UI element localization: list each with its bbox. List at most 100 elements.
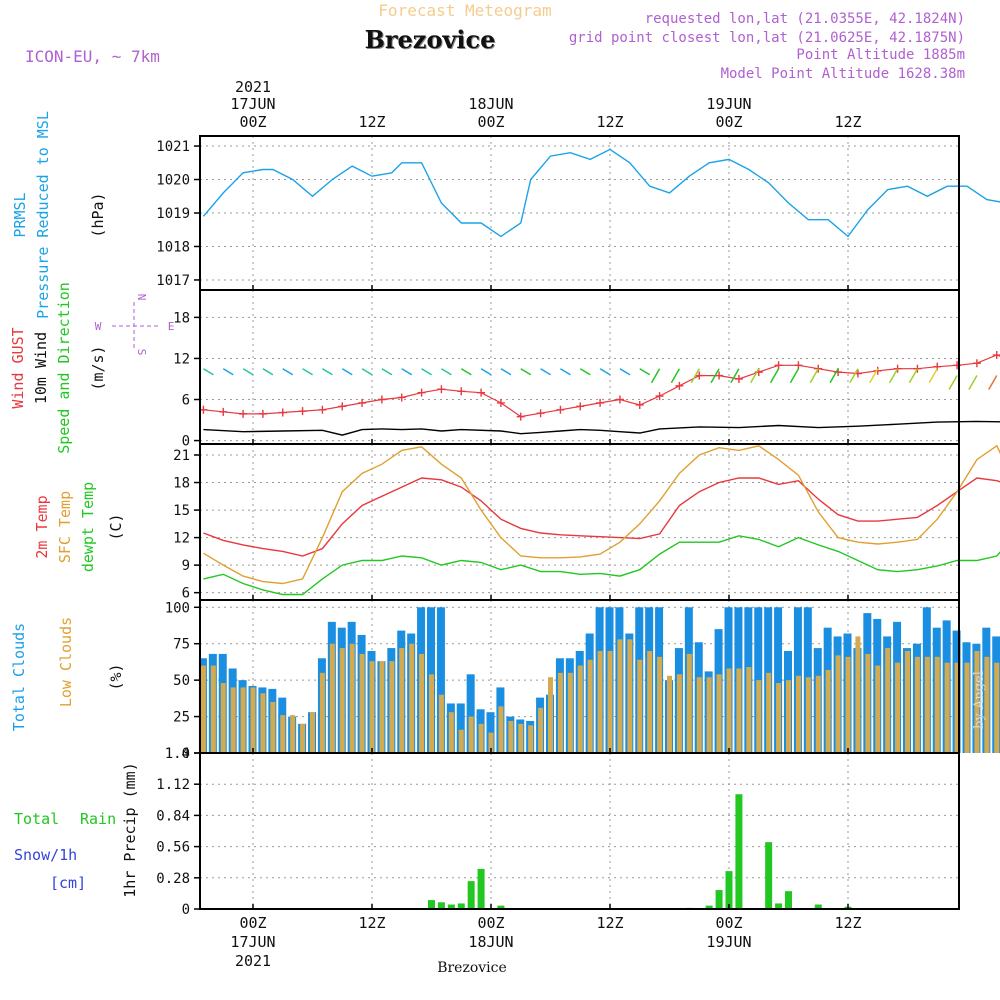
wind-direction-arrow — [690, 368, 700, 384]
low-cloud-bar — [488, 732, 494, 753]
gust-marker — [298, 407, 307, 416]
low-cloud-bar — [637, 659, 643, 753]
low-cloud-bar — [280, 715, 286, 753]
low-cloud-bar — [766, 672, 772, 753]
wind-label-unit: (m/s) — [89, 345, 107, 390]
bottom-date-label-19jun: 19JUN — [706, 933, 751, 951]
low-cloud-bar — [528, 725, 534, 753]
top-tick-label: 00Z — [477, 113, 504, 131]
low-cloud-bar — [905, 651, 910, 753]
low-cloud-bar — [756, 680, 762, 753]
temperature-ytick-label: 6 — [182, 586, 190, 602]
wind-ytick-label: 0 — [182, 434, 190, 450]
rain-bar — [735, 794, 743, 909]
low-cloud-bar — [399, 648, 405, 753]
pressure-ytick-label: 1021 — [156, 139, 190, 155]
wind-direction-arrow — [948, 375, 958, 390]
precipitation-ytick-label: 1.4 — [165, 746, 190, 762]
total-cloud-bar — [436, 607, 445, 753]
rain-bar — [725, 871, 733, 909]
wind-direction-arrow — [480, 368, 492, 376]
bottom-date-label-18jun: 18JUN — [468, 933, 513, 951]
wind-direction-arrow — [869, 368, 879, 384]
wind-direction-arrow — [361, 368, 373, 376]
gust-marker — [635, 400, 644, 409]
temp-labels: 2m Temp SFC Temp dewpt Temp (C) — [33, 482, 125, 572]
wind-direction-arrow — [441, 368, 452, 376]
model-label: ICON-EU, ~ 7km — [25, 47, 160, 66]
gust-marker — [913, 364, 922, 373]
bottom-tick-label: 00Z — [477, 914, 504, 932]
gust-marker — [417, 388, 426, 397]
compass-label-e: E — [168, 320, 175, 333]
low-cloud-bar — [498, 706, 504, 753]
low-cloud-bar — [964, 662, 970, 753]
wind-direction-arrow — [401, 368, 413, 376]
low-cloud-bar — [538, 707, 544, 753]
wind-direction-arrow — [520, 368, 532, 376]
pressure-ytick-label: 1017 — [156, 273, 190, 289]
low-cloud-bar — [984, 656, 990, 753]
total-cloud-bar — [774, 607, 783, 753]
temp-label-sfc: SFC Temp — [56, 491, 74, 563]
gust-marker — [794, 361, 803, 370]
wind-direction-arrow — [769, 368, 780, 384]
low-cloud-bar — [954, 662, 960, 753]
gust-marker — [734, 374, 743, 383]
pressure-ytick-label: 1018 — [156, 239, 190, 255]
low-cloud-bar — [825, 669, 831, 753]
bottom-year-label: 2021 — [235, 952, 271, 970]
gust-marker — [715, 371, 724, 380]
gust-marker — [873, 366, 882, 375]
precip-label-snow: Snow/1h — [14, 846, 77, 864]
low-cloud-bar — [260, 693, 266, 753]
low-cloud-bar — [270, 702, 276, 753]
low-cloud-bar — [300, 723, 306, 753]
gust-marker — [972, 359, 981, 368]
gust-marker — [516, 412, 525, 421]
low-cloud-bar — [815, 675, 821, 753]
pressure-ytick-label: 1019 — [156, 206, 190, 222]
low-cloud-bar — [895, 662, 901, 753]
low-cloud-bar — [220, 683, 226, 753]
rain-bar — [785, 891, 792, 909]
low-cloud-bar — [746, 667, 752, 753]
compass-label-s: S — [135, 349, 148, 356]
wind-direction-arrow — [928, 368, 938, 384]
wind-labels: Wind GUST 10m Wind Speed and Direction (… — [9, 282, 174, 454]
low-cloud-bar — [726, 668, 732, 753]
rain-bar — [814, 904, 822, 909]
precip-label-unit: 1hr Precip (mm) — [121, 762, 139, 897]
t2m-line — [203, 477, 1000, 557]
cloud-label-low: Low Clouds — [57, 617, 75, 707]
temperature-ytick-label: 21 — [173, 448, 190, 464]
compass-rose-icon: N W E S — [95, 294, 175, 356]
wind-direction-arrow — [789, 368, 800, 384]
sfc-temp-line — [203, 444, 1000, 585]
top-tick-label: 12Z — [358, 113, 385, 131]
low-cloud-bar — [805, 677, 811, 753]
low-cloud-bar — [339, 648, 345, 753]
wind-direction-arrow — [750, 368, 760, 384]
top-time-axis: 2021 17JUN 18JUN 19JUN 00Z 12Z 00Z 12Z 0… — [230, 78, 861, 131]
product-title: Forecast Meteogram — [378, 1, 551, 20]
low-cloud-bar — [647, 651, 653, 753]
low-cloud-bar — [458, 729, 464, 753]
bottom-tick-label: 12Z — [358, 914, 385, 932]
watermark: by Angel — [972, 671, 987, 729]
low-cloud-bar — [934, 656, 940, 753]
bottom-time-axis: 00Z 12Z 00Z 12Z 00Z 12Z 17JUN 18JUN 19JU… — [230, 914, 861, 976]
gust-marker — [278, 408, 287, 417]
clouds-ytick-label: 100 — [165, 600, 190, 616]
wind-direction-arrow — [619, 368, 631, 376]
wind-direction-arrow — [888, 368, 899, 384]
gust-marker — [695, 371, 704, 380]
low-cloud-bar — [438, 694, 444, 753]
gust-marker — [992, 351, 1000, 360]
rain-bar — [477, 868, 485, 909]
wind-ytick-label: 6 — [182, 393, 190, 409]
low-cloud-bar — [210, 665, 216, 753]
temperature-ytick-label: 12 — [173, 531, 190, 547]
gust-marker — [655, 392, 664, 401]
